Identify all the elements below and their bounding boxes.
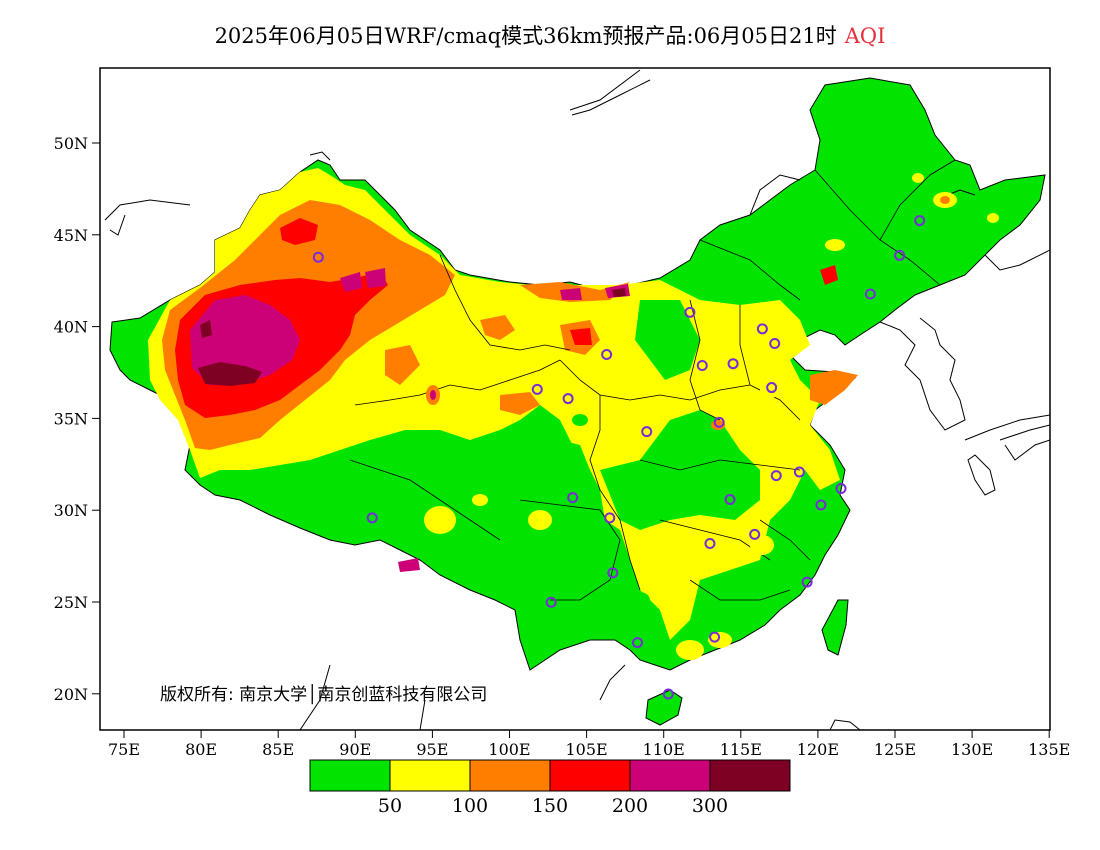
aqi-zone-unhealthy-patch: [820, 265, 838, 285]
y-tick-label: 45N: [54, 226, 88, 245]
x-tick-label: 125E: [874, 740, 916, 759]
aqi-zone-sensitive-patch: [385, 345, 420, 385]
aqi-zone-very-unhealthy-patch: [340, 272, 362, 292]
station-marker: [770, 470, 782, 482]
x-tick-label: 85E: [262, 740, 294, 759]
copyright-text: 版权所有: 南京大学│南京创蓝科技有限公司: [160, 685, 488, 705]
station-marker: [562, 393, 574, 405]
station-marker: [704, 538, 716, 550]
legend-swatch: [629, 759, 711, 792]
aqi-zone-unhealthy-patch: [570, 328, 592, 345]
legend-label: 50: [378, 795, 402, 817]
station-marker: [567, 492, 579, 504]
taiwan-island: [821, 599, 849, 656]
aqi-zone-very-unhealthy-patch: [365, 268, 386, 288]
aqi-zone-very-unhealthy: [190, 295, 300, 385]
station-marker: [769, 338, 781, 350]
y-tick-label: 30N: [54, 501, 88, 520]
legend-swatch: [549, 759, 631, 792]
x-tick-label: 110E: [643, 740, 685, 759]
x-tick-label: 130E: [951, 740, 993, 759]
legend-label: 100: [452, 795, 488, 817]
x-tick-label: 120E: [797, 740, 839, 759]
legend-label: 300: [692, 795, 728, 817]
legend-label: 200: [612, 795, 648, 817]
station-marker: [766, 382, 778, 394]
y-tick-label: 20N: [54, 685, 88, 704]
station-marker: [894, 249, 906, 261]
x-tick-label: 105E: [565, 740, 607, 759]
station-marker: [709, 631, 721, 643]
aqi-legend: 50 100 150 200 300: [309, 759, 791, 817]
x-tick-label: 115E: [720, 740, 762, 759]
station-marker: [727, 358, 739, 370]
station-marker: [801, 576, 813, 588]
y-tick-label: 35N: [54, 409, 88, 428]
legend-label: 150: [532, 795, 568, 817]
aqi-zone-sensitive-patch: [480, 315, 515, 340]
x-tick-label: 135E: [1028, 740, 1070, 759]
station-marker: [312, 251, 324, 263]
station-marker: [607, 567, 619, 579]
station-marker: [793, 466, 805, 478]
x-tick-label: 100E: [488, 740, 530, 759]
y-tick-label: 40N: [54, 318, 88, 337]
aqi-zone-sensitive-patch: [500, 392, 540, 415]
title-variable: AQI: [844, 24, 886, 48]
x-tick-label: 95E: [416, 740, 448, 759]
aqi-zone-hazardous-patch: [612, 288, 626, 297]
neighbor-coastlines: [104, 69, 1050, 730]
aqi-zone-good-patch: [560, 440, 600, 500]
station-marker: [864, 288, 876, 300]
station-marker: [724, 493, 736, 505]
station-marker: [545, 596, 557, 608]
station-marker: [696, 360, 708, 372]
station-marker: [684, 306, 696, 318]
station-marker: [531, 383, 543, 395]
aqi-zone-hazardous-patch: [200, 320, 212, 338]
aqi-zone-sensitive-patch: [810, 370, 858, 405]
aqi-zone-hazardous: [198, 362, 262, 386]
title-main: 2025年06月05日WRF/cmaq模式36km预报产品:06月05日21时: [214, 24, 837, 48]
station-markers: [312, 215, 926, 700]
aqi-zone-very-unhealthy-patch: [560, 288, 582, 300]
station-marker: [749, 528, 761, 540]
plot-frame: [99, 67, 1051, 731]
station-marker: [604, 512, 616, 524]
station-marker: [914, 215, 926, 227]
station-marker: [713, 416, 725, 428]
x-tick-label: 90E: [339, 740, 371, 759]
x-tick-label: 80E: [185, 740, 217, 759]
station-marker: [631, 637, 643, 649]
station-marker: [815, 499, 827, 511]
x-tick-label: 75E: [108, 740, 140, 759]
station-marker: [366, 512, 378, 524]
aqi-zone-very-unhealthy-patch: [398, 558, 420, 572]
legend-swatch: [309, 759, 391, 792]
aqi-zone-unhealthy-patch: [280, 218, 318, 245]
y-tick-label: 50N: [54, 134, 88, 153]
map-title: 2025年06月05日WRF/cmaq模式36km预报产品:06月05日21时 A…: [0, 20, 1100, 50]
station-marker: [662, 688, 674, 700]
station-marker: [601, 349, 613, 361]
station-marker: [641, 426, 653, 438]
legend-swatch: [469, 759, 551, 792]
legend-swatch: [709, 759, 791, 792]
map-layers: [104, 69, 1050, 730]
y-tick-label: 25N: [54, 593, 88, 612]
y-axis: 50N 45N 40N 35N 30N 25N 20N: [54, 134, 100, 704]
station-marker: [835, 482, 847, 494]
station-marker: [756, 323, 768, 335]
x-axis: 75E 80E 85E 90E 95E 100E 105E 110E 115E 120E 125E 1…: [108, 730, 1070, 759]
legend-swatch: [389, 759, 471, 792]
aqi-zone-good-patch: [635, 300, 700, 380]
scattered-patches: [424, 173, 999, 660]
